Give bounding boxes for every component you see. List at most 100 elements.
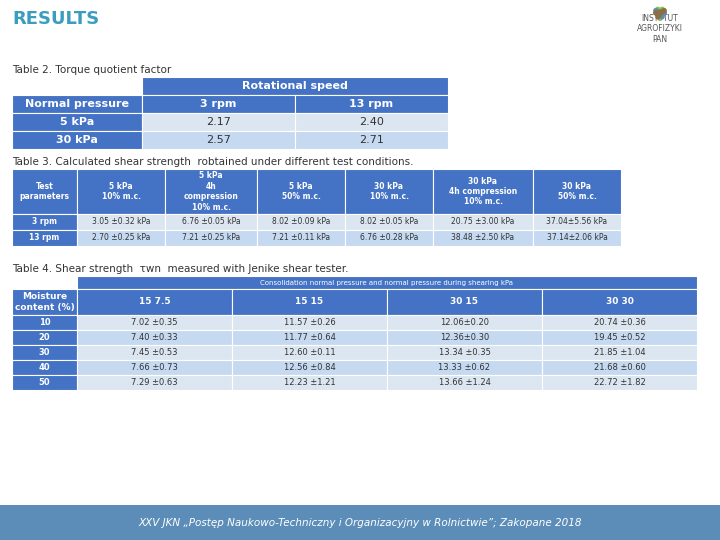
Bar bbox=[77, 276, 697, 289]
Text: 15 15: 15 15 bbox=[295, 298, 323, 307]
Bar bbox=[142, 95, 295, 113]
Text: 11.57 ±0.26: 11.57 ±0.26 bbox=[284, 318, 336, 327]
Bar bbox=[542, 315, 697, 330]
Text: 13 rpm: 13 rpm bbox=[349, 99, 394, 109]
Bar bbox=[295, 113, 448, 131]
Text: 13.34 ±0.35: 13.34 ±0.35 bbox=[438, 348, 490, 357]
Text: 30 kPa: 30 kPa bbox=[56, 135, 98, 145]
Bar bbox=[232, 360, 387, 375]
Text: 6.76 ±0.28 kPa: 6.76 ±0.28 kPa bbox=[360, 233, 418, 242]
Bar bbox=[165, 169, 257, 214]
Bar bbox=[12, 131, 142, 149]
Bar bbox=[542, 360, 697, 375]
Text: 30 kPa
10% m.c.: 30 kPa 10% m.c. bbox=[369, 182, 408, 201]
Text: 5 kPa
10% m.c.: 5 kPa 10% m.c. bbox=[102, 182, 140, 201]
Bar bbox=[533, 169, 621, 214]
Text: 8.02 ±0.05 kPa: 8.02 ±0.05 kPa bbox=[360, 218, 418, 226]
Text: 30 30: 30 30 bbox=[606, 298, 634, 307]
Bar bbox=[232, 330, 387, 345]
Text: 7.45 ±0.53: 7.45 ±0.53 bbox=[131, 348, 178, 357]
Bar bbox=[77, 345, 232, 360]
Bar bbox=[77, 375, 232, 390]
Bar bbox=[387, 360, 542, 375]
Text: 12.23 ±1.21: 12.23 ±1.21 bbox=[284, 378, 336, 387]
Text: 30: 30 bbox=[39, 348, 50, 357]
Bar bbox=[12, 330, 77, 345]
Bar bbox=[533, 230, 621, 246]
Text: 7.66 ±0.73: 7.66 ±0.73 bbox=[131, 363, 178, 372]
Text: 2.17: 2.17 bbox=[206, 117, 231, 127]
Bar bbox=[0, 505, 720, 540]
Bar bbox=[542, 330, 697, 345]
Text: 22.72 ±1.82: 22.72 ±1.82 bbox=[593, 378, 645, 387]
Bar bbox=[77, 169, 165, 214]
Bar bbox=[433, 230, 533, 246]
Bar bbox=[77, 230, 165, 246]
Text: 3.05 ±0.32 kPa: 3.05 ±0.32 kPa bbox=[91, 218, 150, 226]
Text: 13.66 ±1.24: 13.66 ±1.24 bbox=[438, 378, 490, 387]
Bar bbox=[77, 360, 232, 375]
Text: 20.74 ±0.36: 20.74 ±0.36 bbox=[593, 318, 645, 327]
Text: 12.06±0.20: 12.06±0.20 bbox=[440, 318, 489, 327]
Text: 2.40: 2.40 bbox=[359, 117, 384, 127]
Text: XXV JKN „Postęp Naukowo-Techniczny i Organizacyjny w Rolnictwie”; Zakopane 2018: XXV JKN „Postęp Naukowo-Techniczny i Org… bbox=[138, 517, 582, 528]
Bar bbox=[533, 214, 621, 230]
Text: 2.71: 2.71 bbox=[359, 135, 384, 145]
Text: 7.02 ±0.35: 7.02 ±0.35 bbox=[131, 318, 178, 327]
Bar bbox=[77, 315, 232, 330]
Bar bbox=[387, 330, 542, 345]
Text: 7.29 ±0.63: 7.29 ±0.63 bbox=[131, 378, 178, 387]
Bar bbox=[345, 230, 433, 246]
Bar bbox=[12, 95, 142, 113]
Text: 20.75 ±3.00 kPa: 20.75 ±3.00 kPa bbox=[451, 218, 515, 226]
Bar bbox=[12, 113, 142, 131]
Bar bbox=[542, 375, 697, 390]
Bar bbox=[433, 214, 533, 230]
Text: 40: 40 bbox=[39, 363, 50, 372]
Bar bbox=[142, 131, 295, 149]
Text: 30 kPa
50% m.c.: 30 kPa 50% m.c. bbox=[557, 182, 596, 201]
Bar bbox=[12, 345, 77, 360]
Bar bbox=[257, 230, 345, 246]
Bar bbox=[387, 315, 542, 330]
Text: Table 2. Torque quotient factor: Table 2. Torque quotient factor bbox=[12, 65, 171, 75]
Bar bbox=[12, 375, 77, 390]
Text: 38.48 ±2.50 kPa: 38.48 ±2.50 kPa bbox=[451, 233, 515, 242]
Text: 37.04±5.56 kPa: 37.04±5.56 kPa bbox=[546, 218, 608, 226]
Text: 8.02 ±0.09 kPa: 8.02 ±0.09 kPa bbox=[272, 218, 330, 226]
Bar bbox=[295, 131, 448, 149]
Text: 3 rpm: 3 rpm bbox=[32, 218, 57, 226]
Bar bbox=[232, 375, 387, 390]
Bar bbox=[165, 230, 257, 246]
Text: 6.76 ±0.05 kPa: 6.76 ±0.05 kPa bbox=[181, 218, 240, 226]
Text: 7.21 ±0.25 kPa: 7.21 ±0.25 kPa bbox=[182, 233, 240, 242]
Bar bbox=[345, 214, 433, 230]
Bar bbox=[387, 345, 542, 360]
Bar bbox=[77, 289, 232, 315]
Text: 10: 10 bbox=[39, 318, 50, 327]
Bar bbox=[232, 289, 387, 315]
Text: 19.45 ±0.52: 19.45 ±0.52 bbox=[594, 333, 645, 342]
Text: Consolidation normal pressure and normal pressure during shearing kPa: Consolidation normal pressure and normal… bbox=[261, 280, 513, 286]
Bar bbox=[12, 315, 77, 330]
Bar bbox=[542, 289, 697, 315]
Bar bbox=[345, 169, 433, 214]
Bar bbox=[387, 375, 542, 390]
Bar bbox=[12, 289, 77, 315]
Text: 2.57: 2.57 bbox=[206, 135, 231, 145]
Text: 12.56 ±0.84: 12.56 ±0.84 bbox=[284, 363, 336, 372]
Bar bbox=[77, 214, 165, 230]
Text: 30 kPa
4h compression
10% m.c.: 30 kPa 4h compression 10% m.c. bbox=[449, 177, 517, 206]
Bar bbox=[433, 169, 533, 214]
Bar bbox=[232, 315, 387, 330]
Text: 13 rpm: 13 rpm bbox=[30, 233, 60, 242]
Bar bbox=[257, 214, 345, 230]
Bar bbox=[142, 77, 448, 95]
Bar bbox=[12, 77, 142, 95]
Text: RESULTS: RESULTS bbox=[12, 10, 99, 28]
Text: Moisture
content (%): Moisture content (%) bbox=[14, 292, 74, 312]
Text: 3 rpm: 3 rpm bbox=[200, 99, 237, 109]
Text: 21.68 ±0.60: 21.68 ±0.60 bbox=[593, 363, 645, 372]
Text: 2.70 ±0.25 kPa: 2.70 ±0.25 kPa bbox=[92, 233, 150, 242]
Bar bbox=[542, 345, 697, 360]
